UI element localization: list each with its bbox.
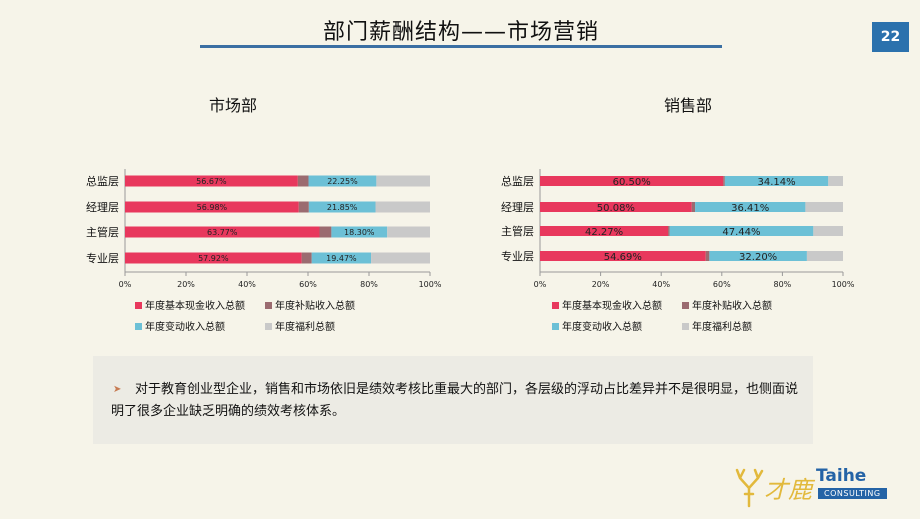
legend-swatch xyxy=(135,323,142,330)
data-label: 63.77% xyxy=(207,228,238,237)
bar-segment xyxy=(540,251,706,261)
bar-segment xyxy=(805,202,843,212)
bar-segment xyxy=(695,202,806,212)
category-label: 专业层 xyxy=(86,251,119,265)
legend-label: 年度补贴收入总额 xyxy=(692,299,772,312)
bar-segment xyxy=(723,176,725,186)
data-label: 18.30% xyxy=(344,228,375,237)
bar-segment xyxy=(724,176,829,186)
bar-segment xyxy=(705,251,710,261)
chart-title-marketing: 市场部 xyxy=(208,96,257,115)
legend-swatch xyxy=(552,323,559,330)
category-label: 主管层 xyxy=(501,224,534,238)
data-label: 57.92% xyxy=(198,254,229,263)
category-label: 总监层 xyxy=(501,174,534,188)
category-label: 主管层 xyxy=(86,225,119,239)
company-logo: 才鹿 Taihe CONSULTING xyxy=(732,462,912,512)
data-label: 32.20% xyxy=(739,252,777,263)
x-tick-label: 0% xyxy=(534,280,547,289)
logo-subtitle: CONSULTING xyxy=(818,488,887,499)
category-label: 经理层 xyxy=(501,201,534,214)
bar-segment xyxy=(540,226,669,236)
legend-label: 年度基本现金收入总额 xyxy=(145,299,245,312)
x-tick-label: 40% xyxy=(652,280,670,289)
bar-segment xyxy=(376,175,430,187)
x-tick-label: 0% xyxy=(119,280,132,289)
data-label: 60.50% xyxy=(613,177,651,188)
legend-label: 年度福利总额 xyxy=(275,320,335,333)
data-label: 47.44% xyxy=(722,227,760,238)
data-label: 54.69% xyxy=(604,252,642,263)
bar-segment xyxy=(308,201,376,213)
x-tick-label: 80% xyxy=(774,280,792,289)
bar-segment xyxy=(387,226,430,238)
bar-segment xyxy=(375,201,430,213)
legend-swatch xyxy=(265,302,272,309)
bar-segment xyxy=(813,226,843,236)
arrow-bullet-icon: ➤ xyxy=(113,384,122,395)
legend-swatch xyxy=(265,323,272,330)
bar-segment xyxy=(828,176,843,186)
bar-segment xyxy=(371,252,430,264)
category-label: 经理层 xyxy=(86,201,119,214)
legend-swatch xyxy=(135,302,142,309)
bar-segment xyxy=(668,226,670,236)
bar-segment xyxy=(709,251,807,261)
legend-swatch xyxy=(682,302,689,309)
data-label: 36.41% xyxy=(731,203,769,214)
category-label: 专业层 xyxy=(501,249,534,263)
chart-title-sales: 销售部 xyxy=(663,96,712,115)
slide-title: 部门薪酬结构——市场营销 xyxy=(322,20,599,45)
data-label: 50.08% xyxy=(597,203,635,214)
note-box: ➤ 对于教育创业型企业，销售和市场依旧是绩效考核比重最大的部门，各层级的浮动占比… xyxy=(93,356,813,444)
bar-segment xyxy=(308,175,377,187)
note-text: 对于教育创业型企业，销售和市场依旧是绩效考核比重最大的部门，各层级的浮动占比差异… xyxy=(111,382,799,419)
logo-english-text: Taihe xyxy=(816,466,867,486)
bar-segment xyxy=(297,175,309,187)
category-label: 总监层 xyxy=(86,174,119,188)
deer-antler-icon xyxy=(735,468,764,508)
bar-segment xyxy=(669,226,814,236)
data-label: 56.67% xyxy=(196,177,227,186)
x-tick-label: 100% xyxy=(832,280,855,289)
x-tick-label: 100% xyxy=(419,280,442,289)
legend-label: 年度变动收入总额 xyxy=(562,320,642,333)
x-tick-label: 60% xyxy=(299,280,317,289)
legend-label: 年度变动收入总额 xyxy=(145,320,225,333)
data-label: 34.14% xyxy=(757,177,795,188)
bar-segment xyxy=(301,252,312,264)
legend-swatch xyxy=(552,302,559,309)
legend-label: 年度基本现金收入总额 xyxy=(562,299,662,312)
x-tick-label: 20% xyxy=(177,280,195,289)
data-label: 56.98% xyxy=(197,203,228,212)
x-tick-label: 40% xyxy=(238,280,256,289)
data-label: 21.85% xyxy=(327,203,358,212)
bar-segment xyxy=(125,201,299,213)
bar-segment xyxy=(540,176,724,186)
bar-segment xyxy=(125,252,302,264)
x-tick-label: 80% xyxy=(360,280,378,289)
data-label: 42.27% xyxy=(585,227,623,238)
x-tick-label: 20% xyxy=(592,280,610,289)
title-underline xyxy=(200,45,722,48)
bar-segment xyxy=(691,202,696,212)
bar-segment xyxy=(319,226,332,238)
page-number-badge: 22 xyxy=(872,22,909,52)
legend-label: 年度福利总额 xyxy=(692,320,752,333)
bar-segment xyxy=(331,226,388,238)
bar-segment xyxy=(298,201,309,213)
data-label: 19.47% xyxy=(326,254,357,263)
x-tick-label: 60% xyxy=(713,280,731,289)
bar-segment xyxy=(540,202,692,212)
bar-segment xyxy=(311,252,372,264)
bar-segment xyxy=(125,226,320,238)
bar-segment xyxy=(806,251,843,261)
legend-label: 年度补贴收入总额 xyxy=(275,299,355,312)
bar-segment xyxy=(125,175,298,187)
data-label: 22.25% xyxy=(327,177,358,186)
logo-chinese-text: 才鹿 xyxy=(764,476,812,504)
legend-swatch xyxy=(682,323,689,330)
